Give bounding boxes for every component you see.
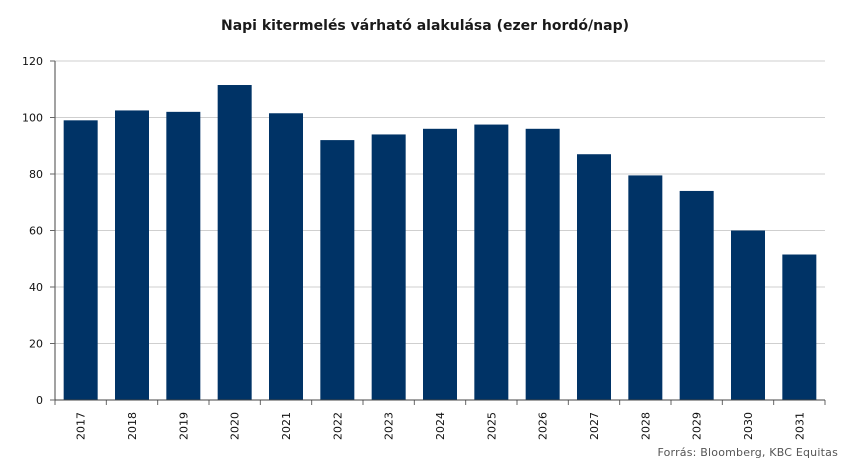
y-tick-label: 40 [29, 281, 43, 294]
x-tick-label: 2026 [537, 412, 550, 440]
bar-2022 [320, 140, 355, 400]
bar-2027 [577, 154, 611, 400]
x-tick-label: 2029 [691, 412, 704, 440]
source-note: Forrás: Bloomberg, KBC Equitas [657, 446, 838, 459]
bar-2018 [115, 110, 149, 400]
x-tick-label: 2030 [742, 412, 755, 440]
y-tick-label: 80 [29, 168, 43, 181]
y-tick-labels: 0 20 40 60 80 100 120 [22, 55, 43, 407]
axes [50, 60, 826, 405]
bar-2017 [63, 120, 98, 400]
bar-2025 [474, 124, 509, 400]
bar-2019 [166, 111, 201, 400]
x-tick-label: 2028 [639, 412, 652, 440]
x-tick-label: 2025 [485, 412, 498, 440]
x-tick-label: 2024 [434, 412, 447, 440]
bar-2024 [423, 128, 457, 401]
x-tick-label: 2021 [280, 412, 293, 440]
x-tick-label: 2027 [588, 412, 601, 440]
x-tick-label: 2017 [75, 412, 88, 440]
x-tick-label: 2019 [177, 412, 190, 440]
x-tick-label: 2023 [383, 412, 396, 440]
bar-2029 [679, 190, 714, 400]
chart-title: Napi kitermelés várható alakulása (ezer … [221, 18, 629, 34]
x-tick-label: 2018 [126, 412, 139, 440]
bar-2028 [628, 175, 663, 400]
x-tick-label: 2031 [793, 412, 806, 440]
y-tick-label: 0 [36, 394, 43, 407]
y-tick-label: 120 [22, 55, 43, 68]
x-tick-label: 2020 [229, 412, 242, 440]
bar-2021 [269, 113, 303, 400]
bars [63, 85, 817, 401]
x-tick-labels: 2017 2018 2019 2020 2021 2022 2023 2024 2025 2026… [75, 412, 807, 440]
bar-2030 [731, 230, 765, 400]
bar-2023 [371, 134, 406, 400]
y-tick-label: 100 [22, 112, 43, 125]
bar-2020 [217, 85, 252, 400]
bar-2031 [782, 254, 817, 400]
bar-2026 [525, 128, 560, 401]
x-tick-label: 2022 [331, 412, 344, 440]
y-tick-label: 60 [29, 225, 43, 238]
y-tick-label: 20 [29, 338, 43, 351]
